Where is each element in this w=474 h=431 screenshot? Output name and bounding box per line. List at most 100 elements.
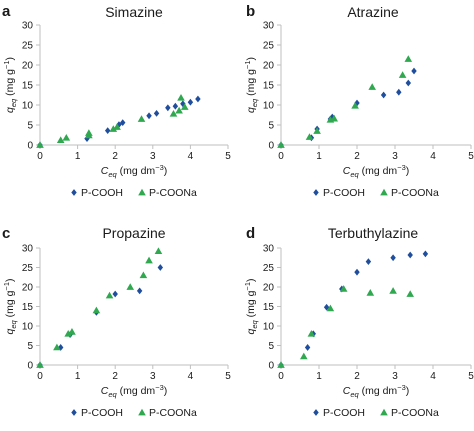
- data-point-p-coona: [68, 328, 76, 335]
- data-point-p-coona: [330, 114, 338, 122]
- y-tick-label: 0: [27, 141, 33, 152]
- data-point-p-cooh: [146, 112, 152, 120]
- legend-marker-p-cooh: [71, 189, 77, 196]
- x-axis-label: Ceq (mg dm−3): [101, 383, 168, 399]
- data-point-p-coona: [109, 125, 118, 132]
- x-tick-label: 5: [225, 151, 231, 162]
- y-tick-label: 15: [263, 81, 275, 92]
- x-tick-label: 3: [150, 151, 156, 162]
- data-point-p-coona: [145, 256, 153, 264]
- panel-letter: d: [246, 225, 255, 242]
- data-point-p-coona: [137, 115, 146, 122]
- data-point-p-cooh: [157, 264, 164, 271]
- data-point-p-coona: [406, 290, 414, 297]
- legend-label: P-COOH: [81, 187, 123, 199]
- y-tick-label: 25: [22, 263, 34, 274]
- legend-marker-p-cooh: [313, 189, 319, 196]
- legend-marker-p-cooh: [313, 409, 319, 416]
- legend: P-COOH P-COONa: [313, 187, 439, 199]
- x-axis-label: Ceq (mg dm−3): [343, 383, 410, 399]
- data-point-p-coona: [368, 83, 376, 90]
- y-tick-label: 0: [268, 361, 274, 372]
- data-point-p-coona: [56, 136, 65, 144]
- x-tick-label: 0: [37, 151, 43, 162]
- x-tick-label: 3: [150, 371, 156, 382]
- data-point-p-coona: [277, 361, 285, 368]
- data-point-p-coona: [277, 141, 285, 148]
- data-point-p-cooh: [380, 91, 387, 99]
- x-tick-label: 4: [188, 151, 194, 162]
- data-point-p-coona: [175, 106, 183, 114]
- data-point-p-coona: [404, 55, 413, 62]
- panel-title: Propazine: [102, 225, 165, 241]
- y-tick-label: 5: [27, 121, 33, 132]
- data-point-p-coona: [92, 306, 101, 314]
- panel-letter: c: [2, 225, 10, 242]
- legend-marker-p-cooh: [71, 409, 77, 416]
- legend-label: P-COOH: [323, 407, 365, 419]
- y-tick-label: 30: [22, 21, 34, 32]
- y-tick-label: 0: [268, 141, 274, 152]
- y-tick-label: 30: [22, 244, 34, 255]
- legend-label: P-COONa: [391, 187, 439, 199]
- legend-marker-p-coona: [138, 188, 146, 196]
- x-tick-label: 5: [468, 151, 474, 162]
- y-tick-label: 25: [263, 263, 275, 274]
- data-point-p-coona: [126, 283, 135, 290]
- data-point-p-cooh: [187, 98, 194, 106]
- y-tick-label: 0: [27, 361, 33, 372]
- data-point-p-coona: [180, 103, 189, 110]
- data-point-p-cooh: [172, 102, 179, 110]
- legend-label: P-COOH: [81, 407, 123, 419]
- data-point-p-cooh: [304, 344, 311, 351]
- data-point-p-coona: [62, 134, 71, 141]
- y-axis-label: qeq (mg g−1): [243, 57, 259, 113]
- data-point-p-coona: [389, 287, 397, 294]
- data-point-p-cooh: [323, 303, 330, 311]
- data-point-p-cooh: [407, 251, 413, 259]
- data-point-p-coona: [36, 141, 44, 148]
- data-point-p-coona: [154, 247, 163, 254]
- data-point-p-cooh: [84, 135, 90, 142]
- panel-c: c Propazine 0 1 2 3 4 5 0 5 10 15 20 25 30 Ceq (mg dm−3…: [2, 225, 231, 419]
- data-point-p-coona: [366, 289, 375, 296]
- x-tick-label: 5: [225, 371, 231, 382]
- y-axis-label: qeq (mg g−1): [2, 278, 18, 334]
- data-point-p-coona: [36, 361, 44, 368]
- y-axis-label: qeq (mg g−1): [2, 57, 18, 113]
- data-point-p-coona: [139, 271, 148, 279]
- data-point-p-cooh: [116, 121, 122, 128]
- data-point-p-coona: [300, 352, 308, 360]
- x-tick-label: 0: [37, 371, 43, 382]
- data-point-p-coona: [169, 110, 178, 117]
- data-point-p-coona: [351, 102, 359, 109]
- x-axis-label: Ceq (mg dm−3): [101, 163, 168, 179]
- legend: P-COOH P-COONa: [71, 187, 197, 199]
- x-axis-label: Ceq (mg dm−3): [343, 163, 410, 179]
- data-point-p-coona: [53, 343, 61, 351]
- data-point-p-coona: [177, 94, 185, 101]
- legend: P-COOH P-COONa: [313, 407, 439, 419]
- panel-title: Terbuthylazine: [328, 225, 418, 241]
- panel-b: b Atrazine 0 1 2 3 4 5 0 5 10 15 20 25 30 Ceq (mg dm−3)…: [243, 3, 474, 199]
- x-tick-label: 4: [430, 371, 436, 382]
- x-tick-label: 0: [278, 151, 284, 162]
- y-tick-label: 30: [263, 244, 275, 255]
- legend-label: P-COONa: [149, 187, 197, 199]
- data-point-p-coona: [113, 123, 121, 130]
- x-tick-label: 0: [278, 371, 284, 382]
- data-point-p-coona: [398, 71, 407, 78]
- y-tick-label: 20: [263, 61, 275, 72]
- x-tick-label: 1: [75, 151, 81, 162]
- y-axis-label: qeq (mg g−1): [243, 278, 259, 334]
- x-tick-label: 2: [354, 371, 360, 382]
- data-point-p-cooh: [422, 250, 429, 258]
- panel-a: a Simazine 0 1 2 3 4 5 0 5 10 15 20 25 30 Ceq (mg dm−3)…: [2, 3, 231, 199]
- y-tick-label: 20: [263, 283, 275, 294]
- x-tick-label: 2: [112, 371, 118, 382]
- data-point-p-cooh: [354, 268, 360, 276]
- y-tick-label: 10: [263, 101, 275, 112]
- x-tick-label: 3: [392, 371, 398, 382]
- y-tick-label: 25: [263, 41, 275, 52]
- data-point-p-cooh: [153, 110, 160, 117]
